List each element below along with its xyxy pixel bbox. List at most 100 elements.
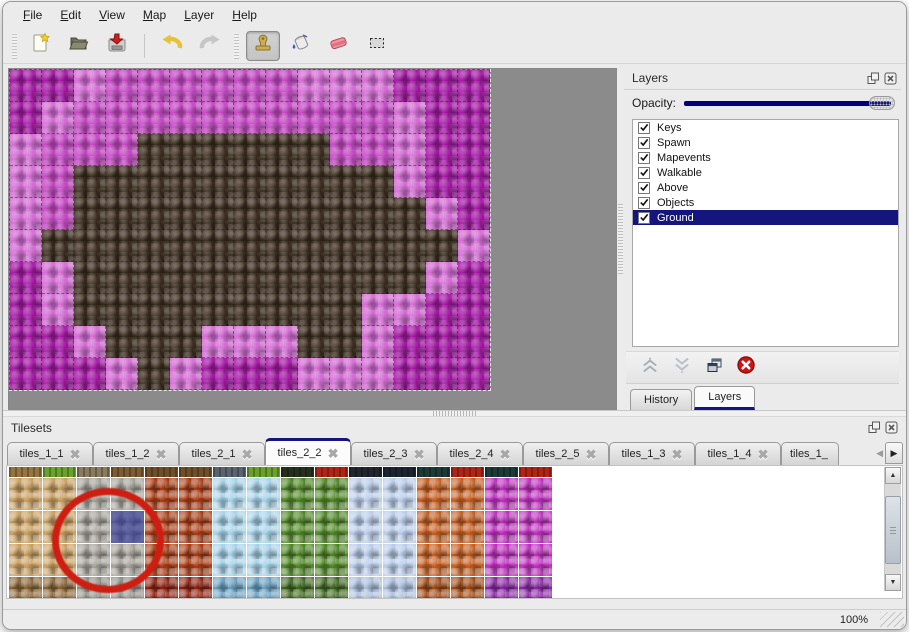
map-tile[interactable] — [74, 198, 106, 230]
tab-close-icon[interactable]: ✖ — [241, 446, 253, 462]
map-tile[interactable] — [458, 166, 490, 198]
map-tile[interactable] — [170, 198, 202, 230]
map-tile[interactable] — [458, 358, 490, 390]
menu-item-map[interactable]: Map — [142, 8, 167, 22]
toolbar-grip[interactable] — [12, 32, 17, 59]
layer-row-walkable[interactable]: Walkable — [633, 165, 898, 180]
map-tile[interactable] — [426, 358, 458, 390]
map-tile[interactable] — [362, 134, 394, 166]
tileset-tile[interactable] — [9, 511, 42, 543]
map-tile[interactable] — [298, 230, 330, 262]
map-tile[interactable] — [458, 70, 490, 102]
map-tile[interactable] — [10, 134, 42, 166]
raise-layer-button[interactable] — [640, 355, 660, 380]
layer-row-keys[interactable]: Keys — [633, 120, 898, 135]
map-tile[interactable] — [394, 262, 426, 294]
tileset-tile[interactable] — [315, 577, 348, 598]
map-tile[interactable] — [234, 326, 266, 358]
map-tile[interactable] — [10, 70, 42, 102]
tileset-tab-tiles_2_4[interactable]: tiles_2_4 ✖ — [437, 442, 523, 465]
redo-button[interactable] — [193, 31, 227, 61]
map-tile[interactable] — [106, 358, 138, 390]
map-tile[interactable] — [426, 198, 458, 230]
map-tile[interactable] — [266, 326, 298, 358]
map-tile[interactable] — [426, 326, 458, 358]
tileset-tile[interactable] — [417, 544, 450, 576]
map-tile[interactable] — [202, 166, 234, 198]
map-tile[interactable] — [138, 262, 170, 294]
map-tile[interactable] — [10, 230, 42, 262]
map-tile[interactable] — [74, 262, 106, 294]
map-tile[interactable] — [74, 294, 106, 326]
scrollbar-thumb[interactable] — [885, 496, 901, 564]
layer-row-mapevents[interactable]: Mapevents — [633, 150, 898, 165]
map-tile[interactable] — [266, 294, 298, 326]
tileset-tile[interactable] — [349, 577, 382, 598]
map-tile[interactable] — [106, 230, 138, 262]
map-tile[interactable] — [42, 326, 74, 358]
map-tile[interactable] — [10, 326, 42, 358]
open-file-button[interactable] — [62, 31, 96, 61]
tileset-tile[interactable] — [179, 577, 212, 598]
tileset-tile[interactable] — [281, 467, 314, 477]
map-tile[interactable] — [10, 358, 42, 390]
map-tile[interactable] — [330, 70, 362, 102]
undo-button[interactable] — [155, 31, 189, 61]
duplicate-layer-button[interactable] — [704, 355, 724, 380]
map-tile[interactable] — [138, 326, 170, 358]
map-tile[interactable] — [330, 326, 362, 358]
tileset-tab-tiles_2_2[interactable]: tiles_2_2 ✖ — [265, 438, 351, 465]
layer-row-spawn[interactable]: Spawn — [633, 135, 898, 150]
map-tile[interactable] — [234, 294, 266, 326]
map-tile[interactable] — [298, 326, 330, 358]
tileset-tile[interactable] — [43, 467, 76, 477]
map-tile[interactable] — [458, 294, 490, 326]
map-tile[interactable] — [426, 70, 458, 102]
tileset-tile[interactable] — [349, 478, 382, 510]
menu-item-view[interactable]: View — [99, 8, 125, 22]
layer-visibility-checkbox[interactable] — [638, 166, 650, 179]
map-tile[interactable] — [362, 358, 394, 390]
map-tile[interactable] — [106, 198, 138, 230]
tileset-tile[interactable] — [383, 544, 416, 576]
save-button[interactable] — [100, 31, 134, 61]
map-tile[interactable] — [330, 102, 362, 134]
float-panel-icon[interactable] — [868, 421, 881, 434]
layer-visibility-checkbox[interactable] — [638, 181, 650, 194]
tileset-tile[interactable] — [315, 478, 348, 510]
map-tile[interactable] — [234, 134, 266, 166]
map-tile[interactable] — [426, 230, 458, 262]
tileset-tile[interactable] — [179, 544, 212, 576]
tab-close-icon[interactable]: ✖ — [585, 446, 597, 462]
map-tile[interactable] — [458, 262, 490, 294]
map-tile[interactable] — [106, 166, 138, 198]
tileset-tab-tiles_1_4[interactable]: tiles_1_4 ✖ — [695, 442, 781, 465]
tileset-tile[interactable] — [9, 467, 42, 477]
tab-close-icon[interactable]: ✖ — [671, 446, 683, 462]
fill-tool-button[interactable] — [284, 31, 318, 61]
map-tile[interactable] — [106, 70, 138, 102]
map-tile[interactable] — [394, 70, 426, 102]
map-tile[interactable] — [202, 70, 234, 102]
tileset-tile[interactable] — [349, 511, 382, 543]
tab-close-icon[interactable]: ✖ — [327, 445, 339, 461]
toolbar-grip[interactable] — [234, 32, 239, 59]
tileset-tile[interactable] — [417, 511, 450, 543]
map-tile[interactable] — [458, 230, 490, 262]
tileset-tile[interactable] — [213, 511, 246, 543]
tileset-tile[interactable] — [145, 467, 178, 477]
map-tile[interactable] — [202, 262, 234, 294]
close-panel-icon[interactable] — [884, 72, 897, 85]
map-tile[interactable] — [74, 326, 106, 358]
map-tile[interactable] — [234, 198, 266, 230]
map-tile[interactable] — [202, 230, 234, 262]
map-tile[interactable] — [170, 134, 202, 166]
tab-scroll-left-arrow[interactable]: ◀ — [876, 447, 883, 458]
map-tile[interactable] — [426, 102, 458, 134]
float-panel-icon[interactable] — [867, 72, 880, 85]
map-tile[interactable] — [458, 102, 490, 134]
tileset-tile[interactable] — [417, 577, 450, 598]
map-tile[interactable] — [298, 198, 330, 230]
layer-visibility-checkbox[interactable] — [638, 136, 650, 149]
tileset-tile[interactable] — [43, 478, 76, 510]
